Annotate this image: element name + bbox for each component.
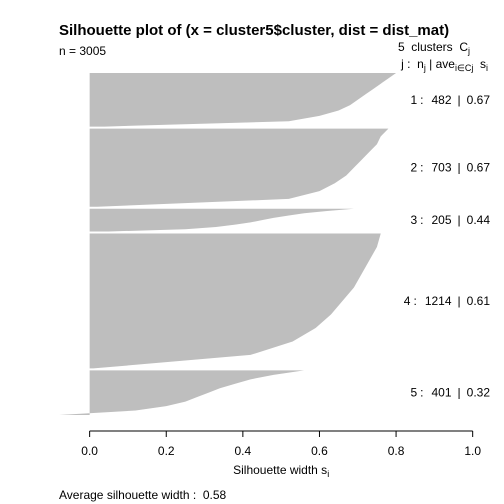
cluster-size: 482 — [431, 93, 451, 107]
separator: | — [458, 386, 461, 400]
column-header-part: s — [473, 57, 486, 71]
separator: : — [420, 93, 423, 107]
cluster-ave: 0.32 — [467, 386, 491, 400]
cluster-size: 1214 — [425, 294, 452, 308]
separator: : — [413, 294, 416, 308]
cluster-size: 205 — [431, 213, 451, 227]
clusters-header-part: 5 clusters C — [398, 40, 468, 54]
cluster-label: 5:401 | 0.32 — [410, 386, 490, 400]
cluster-size: 401 — [431, 386, 451, 400]
cluster-id: 4 — [404, 294, 411, 308]
separator: : — [420, 213, 423, 227]
silhouette-area — [89, 73, 397, 127]
cluster-id: 3 — [410, 213, 417, 227]
footer: Average silhouette width : 0.58 — [59, 488, 227, 502]
separator: : — [420, 386, 423, 400]
x-tick-label: 1.0 — [464, 444, 481, 458]
separator: | — [458, 213, 461, 227]
x-tick-label: 0.2 — [158, 444, 175, 458]
cluster-ave: 0.44 — [467, 213, 491, 227]
column-header: j : nj | avei∈Cj si — [400, 57, 488, 73]
cluster-ave: 0.67 — [467, 161, 491, 175]
column-header-part: i∈Cj — [455, 63, 473, 73]
column-header-part: j : n — [400, 57, 424, 71]
x-tick-label: 0.6 — [311, 444, 328, 458]
separator: | — [458, 294, 461, 308]
cluster-ave: 0.61 — [467, 294, 491, 308]
clusters-header-part: j — [467, 46, 470, 56]
x-tick-label: 0.4 — [235, 444, 252, 458]
silhouette-area — [89, 233, 381, 369]
clusters-header: 5 clusters Cj — [398, 40, 470, 56]
x-axis-label-part: i — [327, 469, 329, 479]
silhouette-area — [59, 370, 305, 415]
cluster-label: 3:205 | 0.44 — [410, 213, 490, 227]
column-header-part: | ave — [426, 57, 455, 71]
cluster-size: 703 — [431, 161, 451, 175]
x-tick-label: 0.8 — [388, 444, 405, 458]
separator: | — [458, 93, 461, 107]
silhouette-area — [89, 208, 354, 232]
separator: | — [458, 161, 461, 175]
subtitle: n = 3005 — [59, 44, 106, 58]
cluster-label: 4:1214 | 0.61 — [404, 294, 491, 308]
cluster-label: 2:703 | 0.67 — [410, 161, 490, 175]
cluster-id: 1 — [410, 93, 417, 107]
cluster-id: 2 — [410, 161, 417, 175]
cluster-label: 1:482 | 0.67 — [410, 93, 490, 107]
x-tick-label: 0.0 — [81, 444, 98, 458]
x-axis-label-part: Silhouette width s — [233, 463, 327, 477]
silhouette-area — [89, 128, 389, 207]
separator: : — [420, 161, 423, 175]
chart-title: Silhouette plot of (x = cluster5$cluster… — [59, 22, 449, 39]
cluster-ave: 0.67 — [467, 93, 491, 107]
column-header-part: i — [486, 63, 488, 73]
column-header-part: j — [423, 63, 426, 73]
x-axis-label: Silhouette width si — [233, 463, 329, 479]
cluster-id: 5 — [410, 386, 417, 400]
